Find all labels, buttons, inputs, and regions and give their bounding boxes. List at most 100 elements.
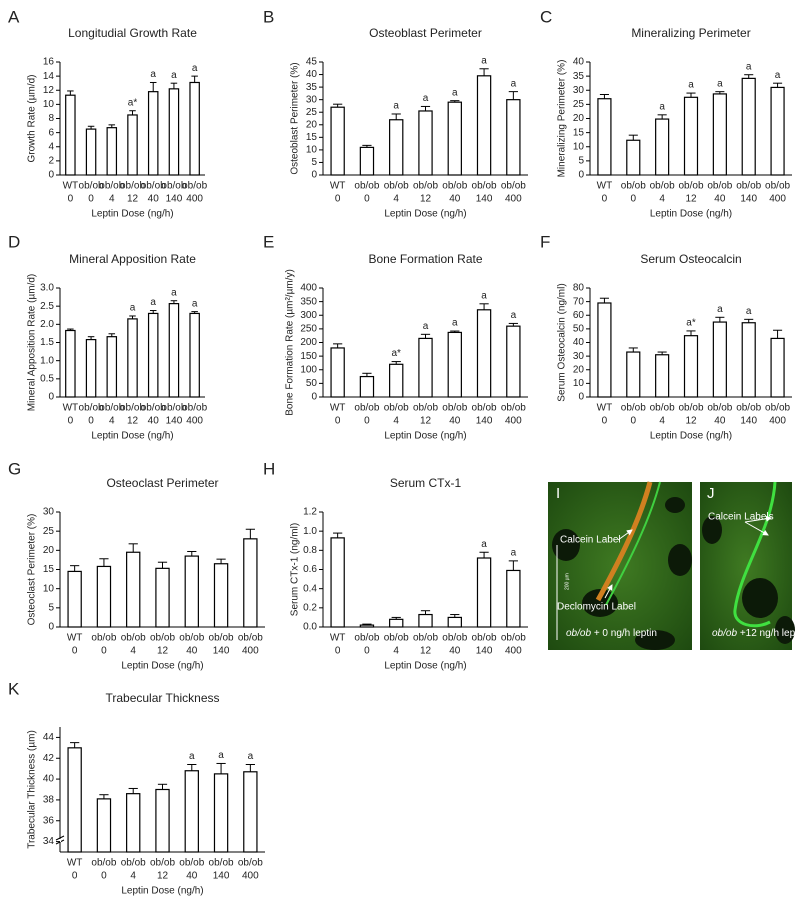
bar (243, 538, 258, 628)
y-tick-label: 2.0 (40, 319, 54, 330)
bar (213, 773, 229, 853)
x-tick-label: 12 (420, 646, 432, 657)
bar (712, 93, 727, 176)
bar (168, 88, 180, 176)
y-tick-label: 25 (43, 526, 55, 537)
x-tick-label: ob/ob (354, 403, 379, 414)
bar (626, 139, 641, 176)
y-tick-label: 40 (573, 57, 585, 68)
x-tick-label: ob/ob (765, 181, 790, 192)
bar (476, 75, 492, 176)
bar (330, 537, 345, 628)
x-tick-label: ob/ob (209, 633, 234, 644)
bar (389, 119, 404, 176)
y-tick-label: 0 (48, 392, 54, 403)
significance-label: a (393, 101, 399, 112)
x-tick-label: 0 (101, 646, 107, 657)
x-tick-label: 0 (335, 416, 341, 427)
bar (418, 110, 433, 176)
y-tick-label: 50 (306, 378, 318, 389)
y-axis-label: Trabecular Thickness (µm) (27, 730, 38, 849)
x-tick-label: 12 (127, 416, 139, 427)
x-tick-label: 12 (127, 194, 139, 205)
bar (626, 351, 641, 398)
x-tick-label: ob/ob (209, 858, 234, 869)
x-tick-label: ob/ob (442, 633, 467, 644)
chart-title: Mineralizing Perimeter (631, 26, 750, 40)
x-tick-label: 4 (393, 416, 399, 427)
x-axis-label: Leptin Dose (ng/h) (384, 661, 466, 672)
x-tick-label: 4 (130, 646, 136, 657)
y-axis-label: Mineralizing Perimeter (%) (557, 60, 568, 178)
x-tick-label: ob/ob (650, 181, 675, 192)
x-tick-label: 0 (364, 646, 370, 657)
y-tick-label: 0.2 (303, 602, 317, 613)
x-tick-label: ob/ob (141, 403, 166, 414)
x-tick-label: 12 (157, 871, 169, 882)
y-tick-label: 20 (306, 119, 318, 130)
x-tick-label: ob/ob (161, 403, 186, 414)
x-tick-label: 0 (602, 416, 608, 427)
significance-label: a (248, 751, 254, 762)
bar (359, 624, 375, 628)
x-tick-label: 0 (335, 646, 341, 657)
y-tick-label: 0.4 (303, 583, 317, 594)
bar (683, 96, 699, 176)
x-tick-label: ob/ob (79, 403, 104, 414)
chart-title: Mineral Apposition Rate (69, 252, 196, 266)
y-tick-label: 400 (300, 283, 317, 294)
x-tick-label: ob/ob (150, 633, 175, 644)
y-tick-label: 15 (43, 564, 55, 575)
panel-letter: D (8, 232, 20, 251)
x-tick-label: 140 (476, 416, 493, 427)
bar (126, 551, 141, 628)
bar (213, 563, 229, 628)
y-tick-label: 0 (311, 392, 317, 403)
x-tick-label: 0 (602, 194, 608, 205)
x-tick-label: 0 (68, 194, 74, 205)
y-tick-label: 25 (573, 99, 585, 110)
significance-label: a (511, 310, 517, 321)
y-axis-label: Osteoblast Perimeter (%) (290, 62, 301, 174)
x-tick-label: 12 (157, 646, 169, 657)
y-tick-label: 250 (300, 324, 317, 335)
bar (189, 81, 200, 176)
chart-panel: 34 36 38 40 42 44 WT 0 ob/ob 0 ob/ob 4 ob/ob 12 a ob/ob… (8, 679, 265, 897)
x-tick-label: ob/ob (736, 403, 761, 414)
x-tick-label: 40 (714, 416, 726, 427)
caption-dose: +12 ng/h leptin (740, 628, 800, 639)
x-tick-label: 40 (186, 646, 198, 657)
caption-genotype: ob/ob (712, 628, 737, 639)
panel-letter: E (263, 232, 274, 251)
bar (67, 747, 82, 853)
x-tick-label: 0 (364, 416, 370, 427)
x-tick-label: ob/ob (707, 403, 732, 414)
x-tick-label: 40 (148, 194, 160, 205)
y-tick-label: 14 (43, 71, 55, 82)
significance-label: a (192, 63, 198, 74)
panel-letter: J (707, 485, 715, 502)
image-caption: ob/ob +12 ng/h leptin (712, 628, 800, 639)
significance-label: a (171, 70, 177, 81)
x-tick-label: 40 (186, 871, 198, 882)
y-tick-label: 40 (573, 337, 585, 348)
y-tick-label: 0 (311, 170, 317, 181)
x-tick-label: 400 (242, 646, 259, 657)
bar (418, 613, 433, 628)
x-tick-label: 0 (72, 646, 78, 657)
y-tick-label: 8 (48, 113, 54, 124)
bar (770, 86, 785, 176)
bar (147, 91, 159, 176)
x-tick-label: ob/ob (501, 633, 526, 644)
y-tick-label: 70 (573, 296, 585, 307)
bar (65, 329, 76, 398)
y-tick-label: 30 (573, 85, 585, 96)
x-tick-label: 4 (659, 194, 665, 205)
significance-label: a (130, 303, 136, 314)
bar (96, 798, 112, 853)
y-tick-label: 0.5 (40, 373, 54, 384)
x-tick-label: ob/ob (472, 633, 497, 644)
x-tick-label: 400 (505, 416, 522, 427)
micrograph-j: Calcein Labels ob/ob +12 ng/h leptin J (700, 481, 800, 650)
x-tick-label: 400 (186, 194, 203, 205)
